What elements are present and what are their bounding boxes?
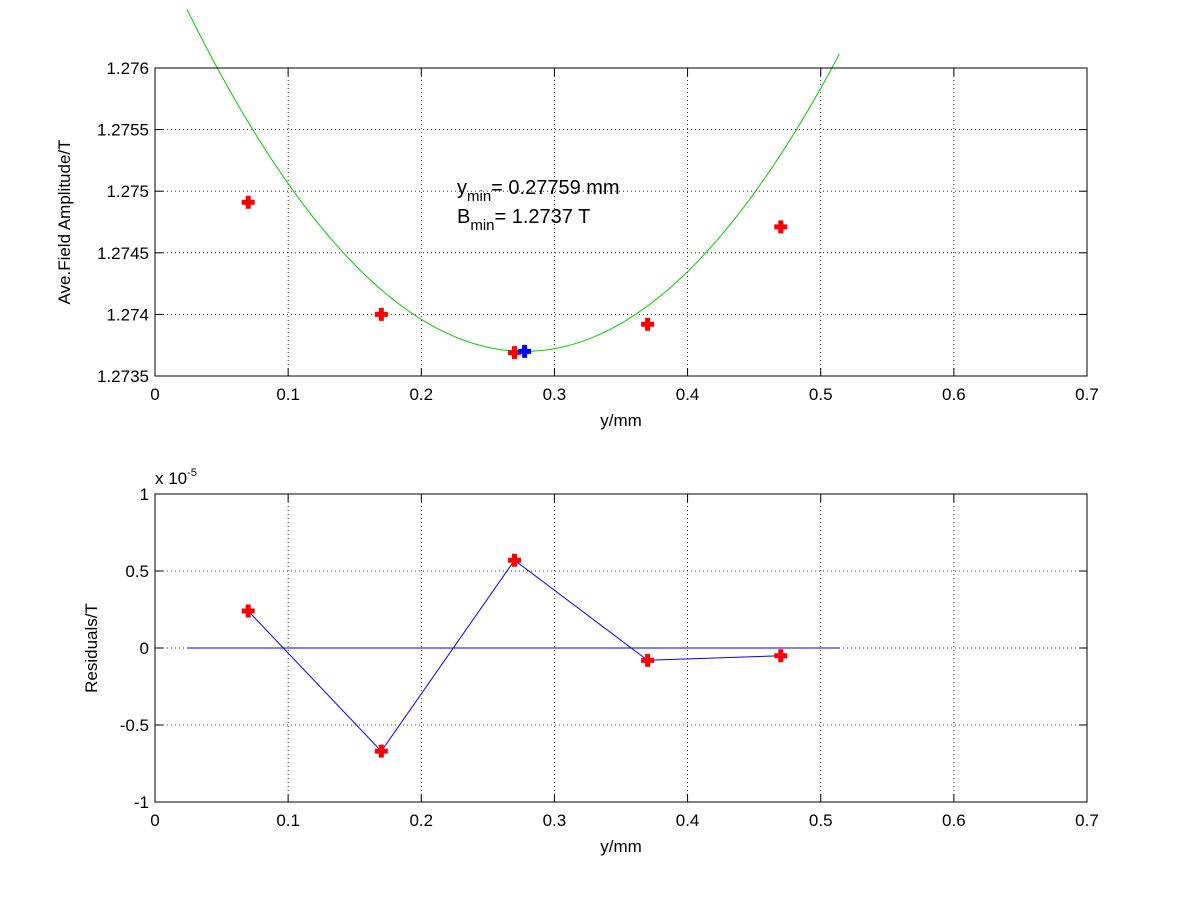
top-plot-area	[155, 68, 1087, 376]
bottom-ytick-label: -1	[134, 793, 149, 812]
bottom-scale-label: x 10-5	[155, 467, 197, 488]
ymin-var: y	[457, 177, 467, 199]
top-xtick-label: 0.5	[809, 385, 833, 404]
top-ytick-label: 1.2745	[97, 244, 149, 263]
bottom-xtick-label: 0.7	[1075, 811, 1099, 830]
top-chart: 0 0.1 0.2 0.3 0.4 0.5 0.6 0.7 1.2735 1.274 1.2745 1…	[55, 9, 1099, 430]
top-xtick-label: 0.2	[409, 385, 433, 404]
top-ytick-label: 1.274	[106, 305, 149, 324]
ymin-value: = 0.27759 mm	[491, 177, 619, 199]
top-xtick-label: 0.6	[942, 385, 966, 404]
top-data-point	[374, 307, 388, 321]
top-axes-box	[154, 67, 1088, 377]
bmin-sub: min	[470, 217, 494, 234]
top-minimum-point	[518, 344, 532, 358]
scale-exponent: -5	[187, 467, 197, 479]
bottom-xtick-label: 0.3	[543, 811, 567, 830]
bottom-xtick-label: 0.5	[809, 811, 833, 830]
bottom-ytick-label: 0	[140, 639, 149, 658]
top-y-axis-label: Ave.Field Amplitude/T	[55, 139, 74, 304]
top-data-point	[241, 195, 255, 209]
bottom-data-point	[507, 553, 521, 567]
top-xtick-label: 0.4	[676, 385, 700, 404]
bottom-ytick-label: -0.5	[120, 716, 149, 735]
top-x-axis-label: y/mm	[600, 411, 642, 430]
top-xtick-label: 0.7	[1075, 385, 1099, 404]
bottom-xtick-label: 0.6	[942, 811, 966, 830]
top-xtick-label: 0.3	[543, 385, 567, 404]
bottom-ytick-label: 0.5	[125, 562, 149, 581]
bottom-y-axis-label: Residuals/T	[82, 603, 101, 693]
bottom-xtick-label: 0	[150, 811, 159, 830]
bottom-xtick-label: 0.1	[276, 811, 300, 830]
bottom-xtick-label: 0.2	[409, 811, 433, 830]
bmin-var: B	[457, 206, 470, 228]
top-ytick-label: 1.276	[106, 59, 149, 78]
top-xtick-label: 0	[150, 385, 159, 404]
annotation-bmin: Bmin= 1.2737 T	[457, 206, 590, 234]
bottom-x-axis-label: y/mm	[600, 837, 642, 856]
bottom-data-point	[374, 744, 388, 758]
bottom-data-point	[641, 653, 655, 667]
scale-prefix: x 10	[155, 469, 187, 488]
bottom-ytick-label: 1	[140, 485, 149, 504]
bottom-chart: 0 0.1 0.2 0.3 0.4 0.5 0.6 0.7 -1 -0.5 0 0.5 1 y/mm Res…	[82, 467, 1099, 856]
top-ytick-label: 1.2735	[97, 367, 149, 386]
annotation-ymin: ymin= 0.27759 mm	[457, 177, 620, 205]
top-ytick-label: 1.275	[106, 182, 149, 201]
top-data-point	[641, 317, 655, 331]
bottom-data-point	[774, 649, 788, 663]
bottom-xtick-label: 0.4	[676, 811, 700, 830]
top-data-point	[507, 346, 521, 360]
top-ytick-label: 1.2755	[97, 121, 149, 140]
bottom-data-point	[241, 604, 255, 618]
bmin-value: = 1.2737 T	[495, 206, 591, 228]
top-xtick-label: 0.1	[276, 385, 300, 404]
top-data-point	[774, 220, 788, 234]
ymin-sub: min	[467, 188, 491, 205]
